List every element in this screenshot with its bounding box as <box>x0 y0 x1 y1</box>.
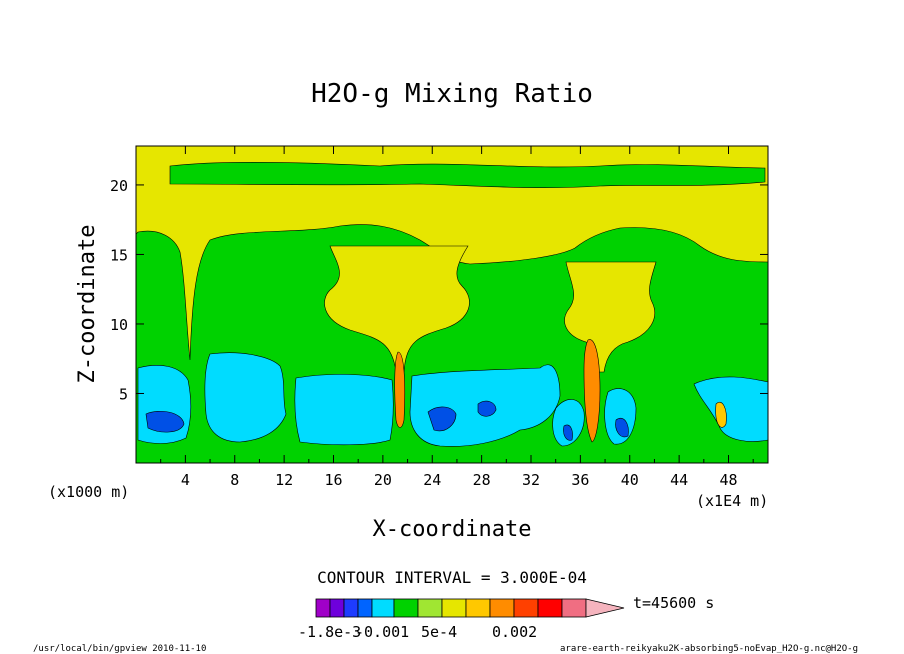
blue-cell-2 <box>427 406 457 432</box>
y-unit-label: (x1000 m) <box>48 483 129 501</box>
blue-cell-3 <box>477 400 497 417</box>
colorbar-swatch <box>371 598 395 618</box>
x-tick-label: 16 <box>324 471 342 489</box>
y-axis-label: Z-coordinate <box>75 225 100 384</box>
colorbar-swatch <box>357 598 373 618</box>
cyan-region-2 <box>204 352 287 443</box>
x-tick-label: 40 <box>621 471 639 489</box>
x-axis-label: X-coordinate <box>373 517 532 542</box>
cyan-region-7 <box>693 376 769 442</box>
x-tick-label: 12 <box>275 471 293 489</box>
x-tick-label: 36 <box>571 471 589 489</box>
colorbar-arrow <box>585 598 625 618</box>
footer-left: /usr/local/bin/gpview 2010-11-10 <box>33 644 206 654</box>
cyan-region-5 <box>552 399 585 447</box>
x-tick-label: 32 <box>522 471 540 489</box>
colorbar-label-3: 5e-4 <box>421 623 457 641</box>
colorbar <box>315 598 625 618</box>
x-unit-label: (x1E4 m) <box>696 492 768 510</box>
x-tick-label: 48 <box>719 471 737 489</box>
x-tick-label: 8 <box>230 471 239 489</box>
x-tick-label: 24 <box>423 471 441 489</box>
x-tick-label: 28 <box>473 471 491 489</box>
yellow-dome-right <box>564 261 657 373</box>
colorbar-swatch <box>329 598 345 618</box>
x-tick-label: 4 <box>181 471 190 489</box>
colorbar-swatch <box>489 598 515 618</box>
colorbar-swatch <box>513 598 539 618</box>
blue-cell-4 <box>563 424 573 441</box>
orange-plume-1 <box>394 351 406 428</box>
plot-frame <box>135 145 769 464</box>
colorbar-label-1: -1.8e-3 <box>298 623 361 641</box>
colorbar-swatch <box>537 598 563 618</box>
x-tick-label: 44 <box>670 471 688 489</box>
colorbar-label-4: 0.002 <box>492 623 537 641</box>
colorbar-swatch <box>441 598 467 618</box>
orange-plume-2 <box>583 339 601 443</box>
y-tick-label: 10 <box>110 316 128 334</box>
colorbar-swatch <box>561 598 587 618</box>
colorbar-swatch <box>315 598 331 618</box>
colorbar-swatch <box>465 598 491 618</box>
colorbar-swatch <box>343 598 359 618</box>
footer-right: arare-earth-reikyaku2K-absorbing5-noEvap… <box>560 644 858 654</box>
blue-cell-5 <box>615 417 629 438</box>
orange-plume-3 <box>715 402 727 428</box>
upper-green-band <box>169 161 766 189</box>
time-label: t=45600 s <box>633 594 714 612</box>
contour-interval: CONTOUR INTERVAL = 3.000E-04 <box>317 568 587 587</box>
y-tick-label: 5 <box>119 385 128 403</box>
y-tick-label: 20 <box>110 177 128 195</box>
colorbar-label-2: -0.001 <box>355 623 409 641</box>
chart-title: H2O-g Mixing Ratio <box>311 79 593 109</box>
contour-field <box>135 146 769 464</box>
colorbar-swatch <box>393 598 419 618</box>
x-axis: 4 8 12 16 20 24 28 32 36 40 44 48 <box>160 146 754 489</box>
x-tick-label: 20 <box>374 471 392 489</box>
y-tick-label: 15 <box>110 246 128 264</box>
cyan-region-3 <box>294 374 394 446</box>
y-axis: 5 10 15 20 <box>110 177 768 403</box>
colorbar-swatch <box>417 598 443 618</box>
blue-cell-1 <box>145 411 185 433</box>
